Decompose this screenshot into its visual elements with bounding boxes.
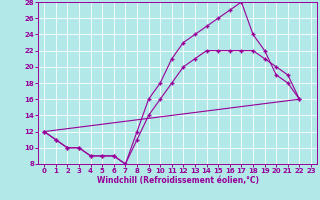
X-axis label: Windchill (Refroidissement éolien,°C): Windchill (Refroidissement éolien,°C) (97, 176, 259, 185)
